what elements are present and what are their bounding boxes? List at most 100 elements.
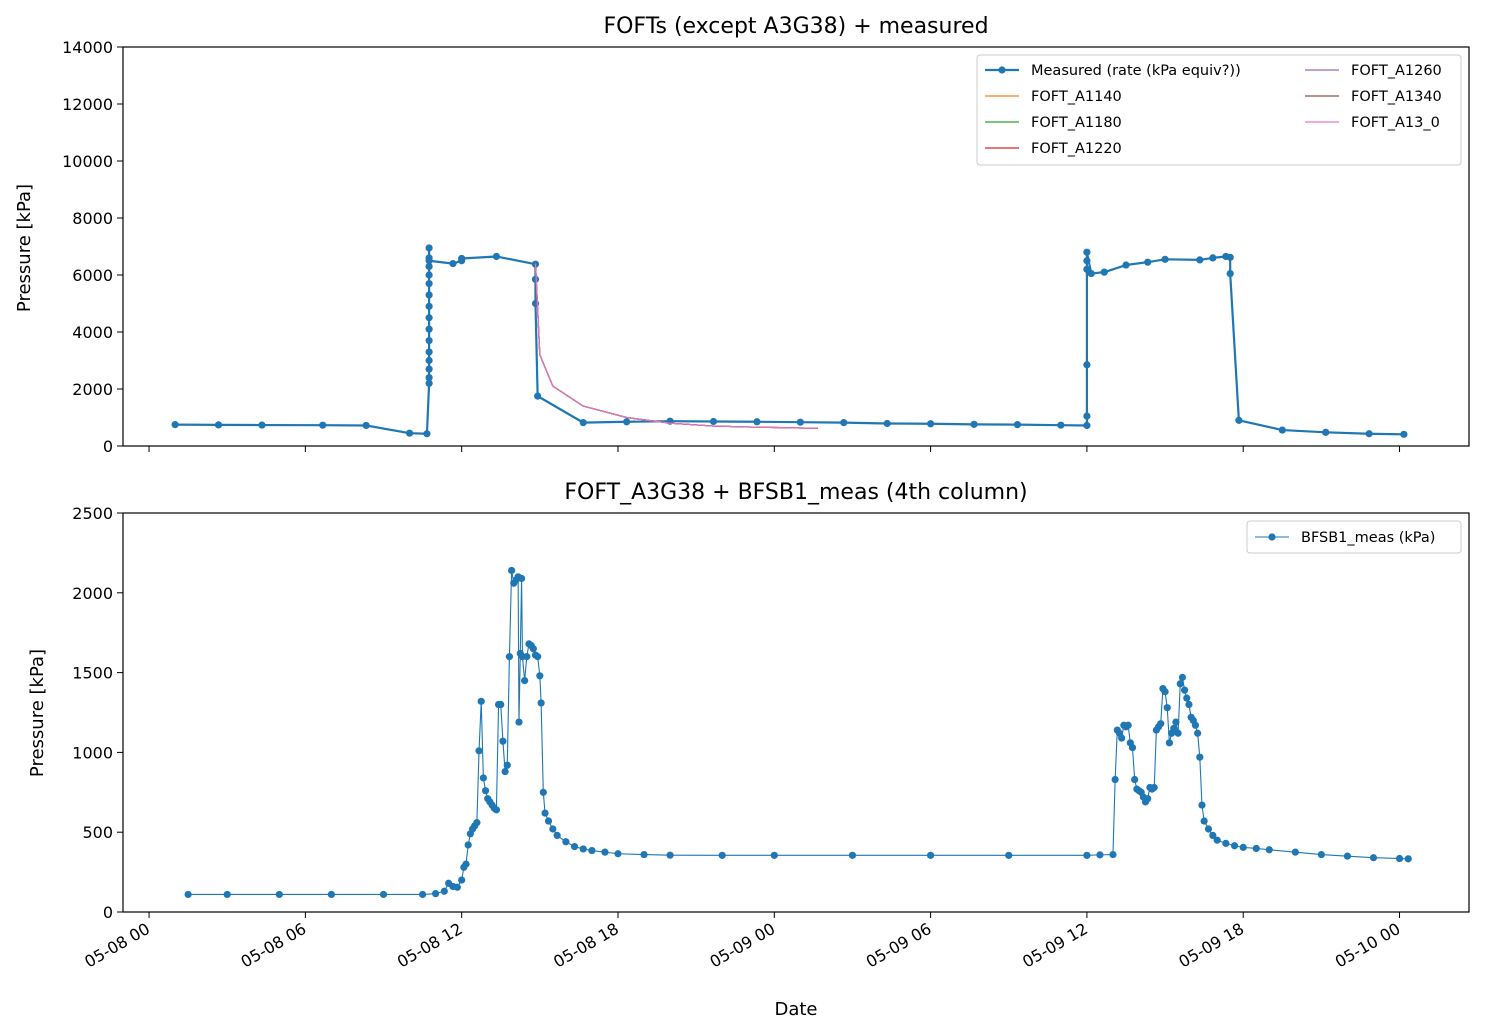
data-point (492, 252, 501, 261)
data-point (666, 851, 674, 859)
legend-label: Measured (rate (kPa equiv?)) (1031, 63, 1241, 79)
data-point (883, 419, 891, 428)
data-point (1181, 686, 1189, 694)
data-point (1124, 721, 1132, 729)
data-point (1083, 361, 1091, 369)
data-point (1222, 839, 1230, 847)
data-point (623, 418, 631, 426)
data-point (1191, 721, 1200, 729)
y-tick-label: 0 (103, 903, 113, 922)
data-point (362, 421, 370, 430)
data-point (970, 420, 978, 428)
data-point (1165, 739, 1174, 747)
data-point (405, 429, 414, 437)
top-ylabel: Pressure [kPa] (14, 184, 35, 312)
data-point (640, 850, 648, 859)
data-point (1252, 844, 1260, 853)
x-tick-label: 05-09 12 (1019, 919, 1091, 971)
data-point (258, 421, 266, 429)
data-point (477, 697, 485, 705)
data-point (1343, 852, 1352, 860)
data-point (1170, 724, 1178, 733)
data-point (614, 850, 622, 858)
series-line-4 (534, 263, 818, 429)
data-point (425, 336, 433, 345)
data-point (588, 846, 596, 855)
data-point (379, 890, 388, 899)
data-point (475, 747, 483, 755)
bottom-chart-title: FOFT_A3G38 + BFSB1_meas (4th column) (564, 480, 1027, 505)
data-point (840, 419, 848, 427)
y-tick-label: 4000 (72, 323, 113, 342)
data-point (214, 421, 223, 429)
data-point (423, 430, 431, 438)
legend-marker (1268, 533, 1276, 541)
data-point (523, 653, 531, 661)
data-point (537, 699, 545, 707)
data-point (1122, 261, 1130, 269)
data-point (1172, 718, 1180, 726)
data-point (1157, 720, 1165, 728)
data-point (319, 421, 327, 429)
data-point (1196, 256, 1204, 264)
data-point (1174, 729, 1182, 737)
y-tick-label: 2000 (72, 584, 113, 603)
data-point (1128, 744, 1137, 752)
data-point (275, 890, 283, 899)
data-point (534, 392, 542, 400)
data-point (1111, 775, 1119, 784)
data-point (1230, 842, 1239, 850)
data-point (1083, 248, 1091, 256)
data-point (1163, 704, 1171, 712)
data-point (1404, 855, 1412, 863)
data-point (1083, 257, 1091, 265)
data-point (549, 825, 557, 833)
x-tick-label: 05-09 00 (706, 919, 778, 971)
data-point (1369, 854, 1378, 862)
data-point (440, 887, 448, 895)
legend-box (1246, 520, 1462, 554)
series-line-1 (534, 263, 818, 429)
data-point (505, 653, 514, 661)
data-point (1239, 843, 1247, 851)
data-point (1213, 836, 1221, 844)
data-point (425, 356, 433, 365)
data-point (539, 788, 547, 796)
data-point (223, 890, 231, 899)
data-point (709, 417, 718, 426)
data-point (425, 314, 433, 322)
x-tick-label: 05-09 18 (1175, 919, 1247, 971)
legend-label: FOFT_A1340 (1351, 89, 1442, 105)
x-tick-label: 05-09 06 (863, 919, 935, 971)
data-point (501, 767, 509, 776)
data-point (718, 851, 726, 859)
bottom-axes: FOFT_A3G38 + BFSB1_meas (4th column) Pre… (27, 480, 1470, 1020)
data-point (1083, 412, 1091, 420)
data-point (770, 851, 778, 859)
series-line-3 (534, 263, 818, 429)
data-point (425, 379, 433, 387)
data-point (184, 890, 192, 899)
data-point (432, 890, 440, 898)
data-point (425, 291, 433, 299)
legend-label: FOFT_A1140 (1031, 89, 1122, 105)
data-point (1109, 850, 1117, 859)
data-point (531, 275, 540, 283)
data-point (1265, 846, 1273, 854)
y-tick-label: 10000 (62, 152, 113, 171)
x-tick-label: 05-08 06 (238, 919, 310, 971)
data-point (1400, 430, 1408, 438)
series-line-2 (534, 263, 818, 429)
data-point (1194, 729, 1202, 737)
data-point (579, 845, 587, 853)
data-point (1144, 258, 1152, 266)
y-tick-label: 14000 (62, 38, 113, 57)
y-tick-label: 0 (103, 437, 113, 456)
data-point (1013, 421, 1022, 429)
data-point (464, 841, 472, 849)
data-point (1096, 851, 1104, 859)
data-point (515, 718, 523, 726)
data-point (1178, 673, 1187, 681)
data-point (497, 700, 505, 709)
